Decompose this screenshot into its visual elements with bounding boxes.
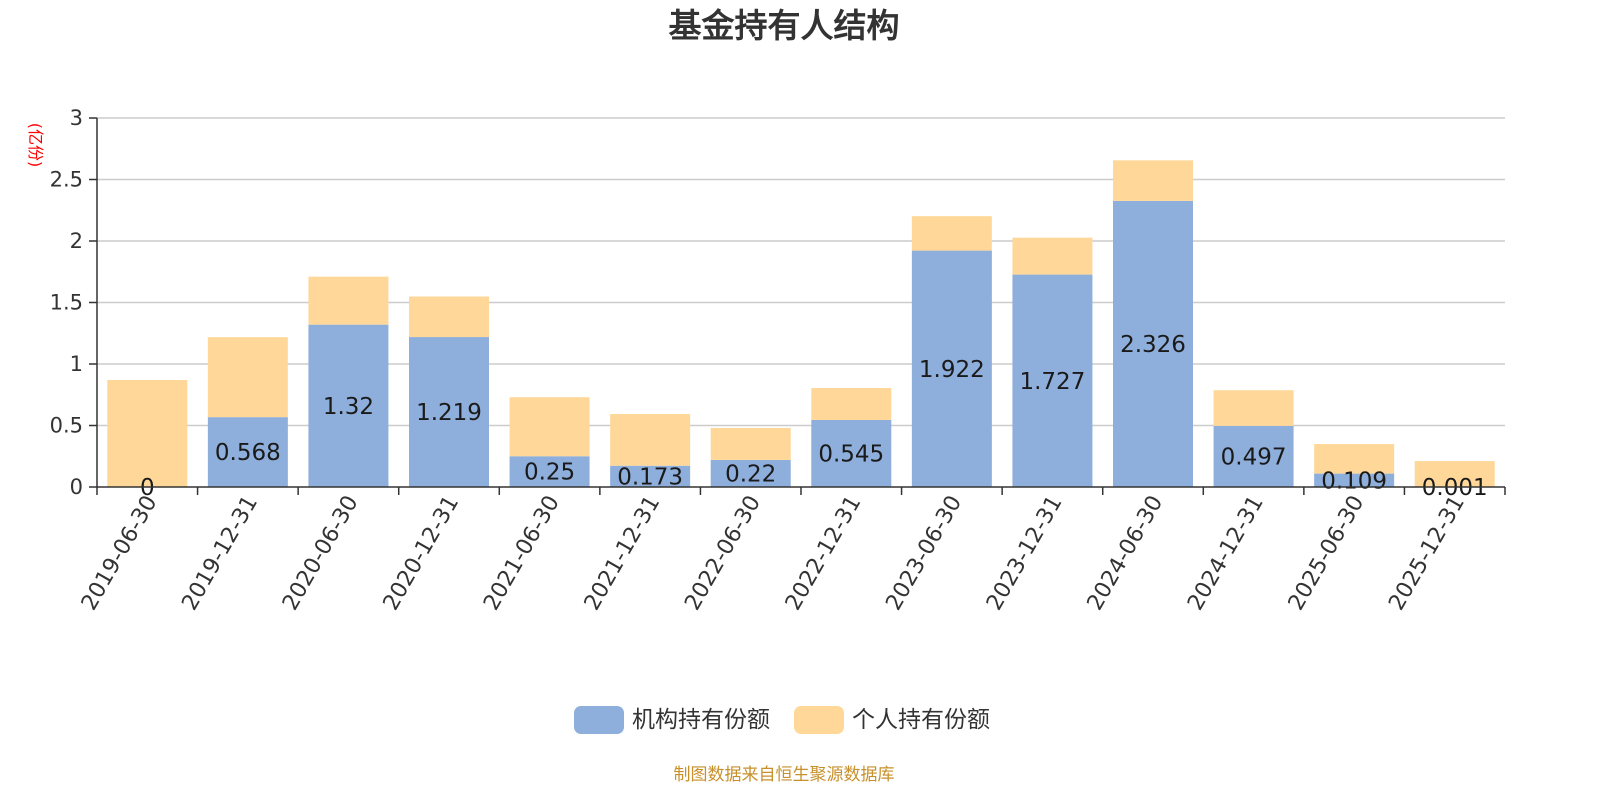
bar-individual bbox=[1113, 160, 1193, 201]
data-label-institutional: 1.727 bbox=[1019, 369, 1085, 395]
bar-individual bbox=[207, 337, 288, 418]
x-tick-label: 2023-12-31 bbox=[982, 492, 1068, 615]
x-tick-label: 2019-12-31 bbox=[177, 492, 263, 615]
bar-individual bbox=[107, 379, 188, 487]
data-label-institutional: 0.22 bbox=[725, 461, 776, 487]
x-tick-label: 2022-12-31 bbox=[781, 492, 867, 615]
x-tick-label: 2023-06-30 bbox=[881, 492, 967, 615]
x-tick-label: 2021-12-31 bbox=[580, 492, 666, 615]
data-label-institutional: 1.922 bbox=[919, 357, 985, 383]
legend-swatch-individual[interactable] bbox=[794, 706, 844, 734]
x-tick-label: 2020-12-31 bbox=[379, 492, 465, 615]
bar-individual bbox=[911, 216, 992, 251]
bars bbox=[107, 160, 1495, 488]
bar-individual bbox=[811, 387, 892, 420]
bar-individual bbox=[308, 276, 389, 325]
bar-institutional bbox=[308, 324, 389, 487]
bar-individual bbox=[509, 397, 590, 457]
legend-label-individual[interactable]: 个人持有份额 bbox=[852, 707, 990, 733]
data-label-institutional: 0.109 bbox=[1321, 468, 1387, 494]
bar-institutional bbox=[710, 459, 791, 487]
x-tick-label: 2025-12-31 bbox=[1384, 492, 1470, 615]
y-tick-label: 1 bbox=[70, 352, 83, 376]
bar-individual bbox=[610, 414, 691, 466]
legend: 机构持有份额 个人持有份额 bbox=[574, 706, 990, 734]
data-label-institutional: 1.219 bbox=[416, 400, 482, 426]
bar-institutional bbox=[509, 456, 590, 487]
bar-individual bbox=[710, 427, 791, 460]
bar-institutional bbox=[1213, 425, 1294, 487]
bar-institutional bbox=[811, 419, 892, 487]
data-label-institutional: 0.568 bbox=[215, 440, 281, 466]
x-tick-label: 2024-12-31 bbox=[1183, 492, 1269, 615]
bar-individual bbox=[1414, 461, 1495, 487]
bar-individual bbox=[1213, 390, 1294, 426]
y-tick-label: 3 bbox=[70, 106, 83, 130]
data-label-institutional: 0.497 bbox=[1221, 444, 1287, 470]
bar-institutional bbox=[207, 417, 288, 487]
bar-institutional bbox=[610, 465, 691, 487]
chart-title: 基金持有人结构 bbox=[669, 6, 900, 45]
legend-swatch-institutional[interactable] bbox=[574, 706, 624, 734]
bar-institutional bbox=[911, 250, 992, 487]
source-note: 制图数据来自恒生聚源数据库 bbox=[674, 765, 895, 785]
y-tick-label: 2 bbox=[70, 229, 83, 253]
x-tick-label: 2020-06-30 bbox=[278, 492, 364, 615]
data-label-institutional: 0.173 bbox=[617, 464, 683, 490]
x-tick-label: 2025-06-30 bbox=[1284, 492, 1370, 615]
data-label-institutional: 0 bbox=[140, 475, 155, 501]
bar-institutional bbox=[1012, 274, 1093, 487]
x-tick-label: 2019-06-30 bbox=[77, 492, 163, 615]
bar-institutional bbox=[1113, 200, 1193, 488]
y-axis-label: (亿份) bbox=[26, 123, 45, 168]
grid-lines bbox=[97, 117, 1505, 427]
bar-individual bbox=[409, 296, 489, 338]
y-tick-label: 1.5 bbox=[50, 291, 83, 315]
data-label-institutional: 2.326 bbox=[1120, 332, 1186, 358]
data-label-institutional: 0.001 bbox=[1422, 475, 1488, 501]
y-tick-label: 2.5 bbox=[50, 168, 83, 192]
bar-institutional bbox=[409, 337, 489, 487]
y-tick-label: 0.5 bbox=[50, 414, 83, 438]
bar-individual bbox=[1314, 444, 1395, 474]
x-tick-label: 2022-06-30 bbox=[680, 492, 766, 615]
y-tick-label: 0 bbox=[70, 475, 83, 499]
data-label-institutional: 1.32 bbox=[323, 394, 374, 420]
data-labels: 0 0.568 1.32 1.219 0.25 0.173 0.22 0.545 1.922 1.… bbox=[140, 332, 1488, 501]
bar-institutional bbox=[1314, 473, 1395, 487]
x-tick-label: 2024-06-30 bbox=[1083, 492, 1169, 615]
bar-individual bbox=[1012, 237, 1093, 275]
legend-label-institutional[interactable]: 机构持有份额 bbox=[632, 707, 770, 733]
x-tick-label: 2021-06-30 bbox=[479, 492, 565, 615]
data-label-institutional: 0.25 bbox=[524, 460, 575, 486]
data-label-institutional: 0.545 bbox=[818, 441, 884, 467]
